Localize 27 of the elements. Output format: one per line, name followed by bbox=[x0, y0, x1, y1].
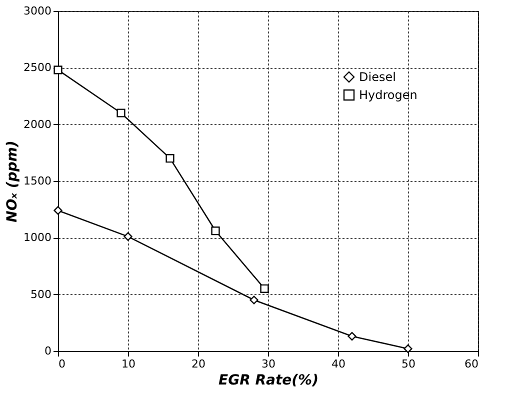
point bbox=[348, 332, 356, 341]
x-tick-label: 50 bbox=[402, 358, 416, 370]
y-tick-label: 1500 bbox=[24, 174, 52, 188]
legend-label: Hydrogen bbox=[359, 88, 418, 102]
point bbox=[54, 206, 62, 215]
y-tick-label: 0 bbox=[44, 344, 52, 358]
point bbox=[124, 232, 132, 241]
x-tick-label: 0 bbox=[58, 358, 66, 370]
point bbox=[211, 226, 220, 236]
x-tick-label: 20 bbox=[192, 358, 206, 370]
x-tick-label: 60 bbox=[464, 358, 478, 370]
y-tick-label: 2000 bbox=[24, 118, 52, 131]
point bbox=[250, 296, 258, 304]
legend-label: Diesel bbox=[359, 70, 396, 84]
x-axis-title: EGR Rate(%) bbox=[218, 372, 318, 388]
y-tick-label: 3000 bbox=[24, 4, 52, 18]
point bbox=[116, 108, 126, 118]
y-axis-title: NOₓ (ppm) bbox=[4, 140, 21, 222]
y-tick-label: 500 bbox=[30, 288, 52, 301]
point bbox=[260, 284, 269, 293]
y-tick-label: 1000 bbox=[24, 231, 52, 244]
point bbox=[404, 344, 412, 354]
x-tick-label: 30 bbox=[262, 358, 276, 370]
x-tick-label: 10 bbox=[122, 358, 136, 370]
x-tick-label: 40 bbox=[332, 358, 346, 370]
point bbox=[166, 154, 174, 163]
y-tick-label: 2500 bbox=[24, 61, 52, 74]
